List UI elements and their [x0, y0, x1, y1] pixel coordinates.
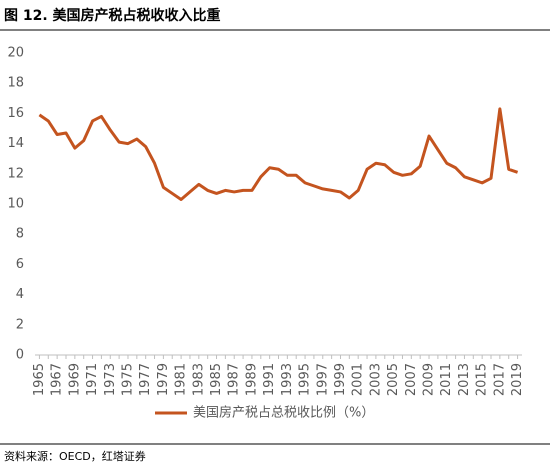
x-tick-label: 1983	[191, 363, 206, 396]
x-tick-label: 2019	[510, 363, 525, 396]
y-tick-label: 2	[16, 317, 24, 332]
x-tick-label: 2015	[475, 363, 490, 396]
y-tick-label: 16	[7, 106, 24, 121]
x-tick-label: 1997	[315, 363, 330, 396]
y-tick-label: 10	[7, 197, 24, 212]
x-tick-label: 1971	[85, 363, 100, 396]
chart-title: 图 12. 美国房产税占税收收入比重	[4, 7, 221, 24]
x-tick-label: 1975	[120, 363, 135, 396]
y-tick-label: 0	[16, 348, 24, 363]
x-tick-label: 1987	[227, 363, 242, 396]
x-tick-label: 1985	[209, 363, 224, 396]
y-tick-label: 20	[7, 46, 24, 61]
x-tick-label: 2011	[439, 363, 454, 396]
line-series	[38, 107, 519, 201]
y-tick-label: 8	[16, 227, 24, 242]
x-tick-label: 2007	[404, 363, 419, 396]
x-tick-label: 2013	[457, 363, 472, 396]
x-tick-label: 1977	[138, 363, 153, 396]
y-tick-label: 18	[7, 76, 24, 91]
x-tick-label: 2001	[351, 363, 366, 396]
x-tick-label: 1981	[174, 363, 189, 396]
x-tick-label: 1969	[67, 363, 82, 396]
x-tick-label: 1967	[50, 363, 65, 396]
x-tick-label: 2005	[386, 363, 401, 396]
x-tick-label: 1995	[298, 363, 313, 396]
x-tick-label: 2017	[492, 363, 507, 396]
x-tick-label: 1965	[32, 363, 47, 396]
x-tick-label: 1979	[156, 363, 171, 396]
legend-label: 美国房产税占总税收比例（%）	[193, 405, 374, 421]
y-tick-label: 4	[16, 287, 24, 302]
x-tick-label: 2003	[368, 363, 383, 396]
x-tick-label: 1999	[333, 363, 348, 396]
y-tick-label: 14	[7, 136, 24, 151]
y-tick-label: 12	[7, 166, 24, 181]
x-tick-label: 1989	[244, 363, 259, 396]
source: 资料来源：OECD，红塔证券	[4, 449, 146, 463]
x-tick-label: 1993	[280, 363, 295, 396]
x-tick-label: 1973	[103, 363, 118, 396]
x-tick-label: 1991	[262, 363, 277, 396]
x-tick-label: 2009	[422, 363, 437, 396]
y-tick-label: 6	[16, 257, 24, 272]
